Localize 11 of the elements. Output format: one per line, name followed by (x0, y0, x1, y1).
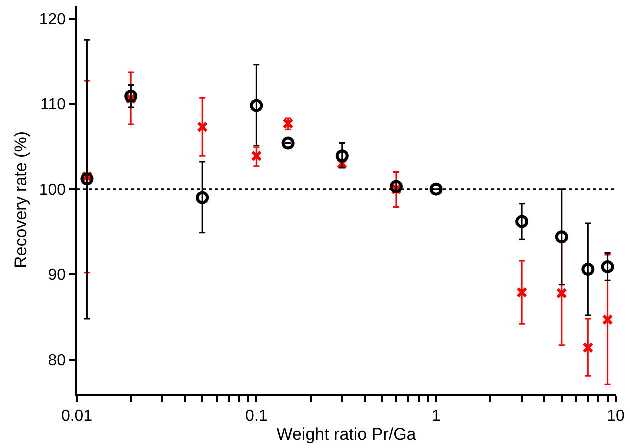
y-tick-label: 90 (48, 267, 66, 284)
x-tick-label: 0.1 (246, 408, 268, 425)
y-tick-label: 80 (48, 352, 66, 370)
x-tick-label: 10 (607, 408, 625, 425)
y-tick-label: 120 (39, 11, 66, 28)
x-tick-label: 1 (432, 408, 441, 425)
y-axis-title: Recovery rate (%) (11, 132, 30, 268)
x-tick-label: 0.01 (61, 408, 93, 425)
y-tick-label: 100 (39, 182, 66, 199)
y-tick-label: 110 (40, 96, 66, 114)
x-axis-title: Weight ratio Pr/Ga (276, 424, 417, 444)
